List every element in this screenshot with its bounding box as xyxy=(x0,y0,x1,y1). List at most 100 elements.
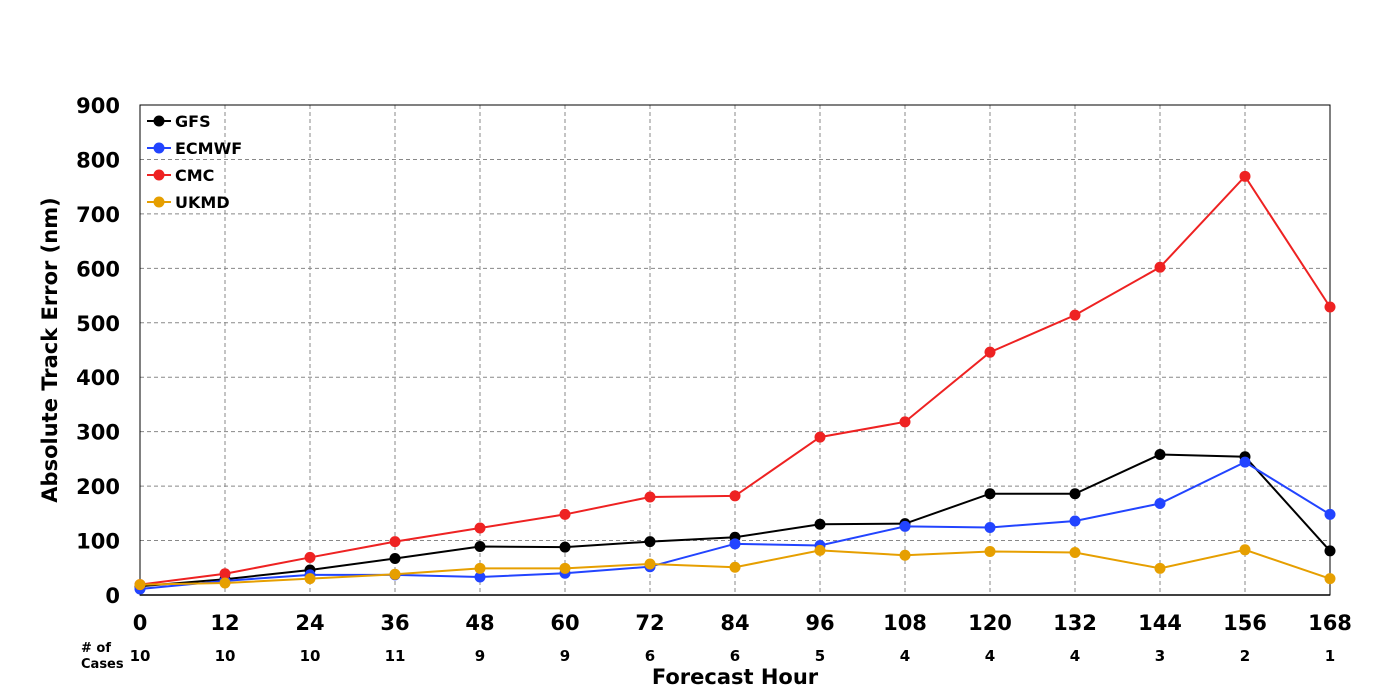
legend: GFS ECMWF CMC UKMD xyxy=(147,112,242,212)
data-point xyxy=(219,577,231,589)
legend-label: CMC xyxy=(175,166,214,185)
x-tick-label: 72 xyxy=(635,611,664,635)
data-point xyxy=(559,508,571,520)
case-count-label: 9 xyxy=(475,647,485,665)
data-point xyxy=(644,491,656,503)
cases-label-line1: # of xyxy=(81,641,111,656)
case-count-label: 10 xyxy=(300,647,321,665)
data-point xyxy=(1069,515,1081,527)
data-point xyxy=(1069,488,1081,500)
data-point xyxy=(1069,309,1081,321)
data-point xyxy=(1324,573,1336,585)
data-point xyxy=(984,346,996,358)
legend-marker xyxy=(153,142,165,154)
y-tick-label: 500 xyxy=(76,312,120,336)
legend-marker xyxy=(153,169,165,181)
data-point xyxy=(389,568,401,580)
legend-marker xyxy=(153,115,165,127)
y-tick-label: 400 xyxy=(76,366,120,390)
legend-item-ecmwf: ECMWF xyxy=(147,139,242,158)
data-point xyxy=(1239,456,1251,468)
series-ukmd xyxy=(134,544,1336,591)
case-count-label: 10 xyxy=(215,647,236,665)
data-point xyxy=(474,571,486,583)
axes xyxy=(139,104,1331,596)
data-point xyxy=(729,490,741,502)
data-point xyxy=(1154,498,1166,510)
x-tick-label: 168 xyxy=(1308,611,1352,635)
legend-item-cmc: CMC xyxy=(147,166,214,185)
case-count-label: 4 xyxy=(985,647,995,665)
legend-item-ukmd: UKMD xyxy=(147,193,230,212)
case-count-label: 3 xyxy=(1155,647,1165,665)
data-point xyxy=(984,488,996,500)
x-axis-title: Forecast Hour xyxy=(652,665,819,689)
legend-marker xyxy=(153,196,165,208)
data-point xyxy=(1154,562,1166,574)
data-point xyxy=(1154,261,1166,273)
data-point xyxy=(1239,170,1251,182)
data-point xyxy=(474,541,486,553)
data-point xyxy=(899,416,911,428)
data-point xyxy=(644,536,656,548)
data-point xyxy=(814,431,826,443)
case-count-label: 11 xyxy=(385,647,406,665)
data-point xyxy=(814,518,826,530)
y-tick-label: 800 xyxy=(76,148,120,172)
data-point xyxy=(1324,545,1336,557)
x-tick-label: 132 xyxy=(1053,611,1097,635)
legend-item-gfs: GFS xyxy=(147,112,211,131)
data-point xyxy=(389,536,401,548)
x-tick-label: 36 xyxy=(380,611,409,635)
case-count-label: 5 xyxy=(815,647,825,665)
data-point xyxy=(1324,508,1336,520)
data-point xyxy=(644,558,656,570)
x-tick-label: 96 xyxy=(805,611,834,635)
case-count-label: 9 xyxy=(560,647,570,665)
data-point xyxy=(1324,301,1336,313)
data-point xyxy=(474,522,486,534)
y-tick-label: 700 xyxy=(76,203,120,227)
x-tick-label: 156 xyxy=(1223,611,1267,635)
data-point xyxy=(474,562,486,574)
y-tick-label: 300 xyxy=(76,421,120,445)
data-point xyxy=(389,553,401,565)
y-tick-label: 0 xyxy=(105,584,120,608)
grid xyxy=(140,105,1330,595)
x-tick-label: 108 xyxy=(883,611,927,635)
legend-label: ECMWF xyxy=(175,139,242,158)
y-tick-label: 600 xyxy=(76,257,120,281)
case-count-label: 4 xyxy=(900,647,910,665)
x-tick-label: 12 xyxy=(210,611,239,635)
data-point xyxy=(559,562,571,574)
case-count-label: 1 xyxy=(1325,647,1335,665)
y-tick-label: 200 xyxy=(76,475,120,499)
y-tick-label: 100 xyxy=(76,530,120,554)
y-axis-title: Absolute Track Error (nm) xyxy=(38,197,62,502)
data-point xyxy=(304,573,316,585)
case-count-label: 4 xyxy=(1070,647,1080,665)
cases-label-line2: Cases xyxy=(81,657,124,672)
data-point xyxy=(134,579,146,591)
series-group xyxy=(134,170,1336,595)
x-tick-label: 0 xyxy=(133,611,148,635)
legend-label: GFS xyxy=(175,112,211,131)
x-tick-label: 144 xyxy=(1138,611,1182,635)
data-point xyxy=(1239,544,1251,556)
legend-label: UKMD xyxy=(175,193,230,212)
x-tick-label: 60 xyxy=(550,611,579,635)
data-point xyxy=(729,538,741,550)
case-count-label: 6 xyxy=(730,647,740,665)
data-point xyxy=(304,551,316,563)
case-count-label: 6 xyxy=(645,647,655,665)
data-point xyxy=(1154,449,1166,461)
data-point xyxy=(559,541,571,553)
data-point xyxy=(899,520,911,532)
data-point xyxy=(814,544,826,556)
data-point xyxy=(219,568,231,580)
data-point xyxy=(984,521,996,533)
data-point xyxy=(984,545,996,557)
x-tick-label: 120 xyxy=(968,611,1012,635)
